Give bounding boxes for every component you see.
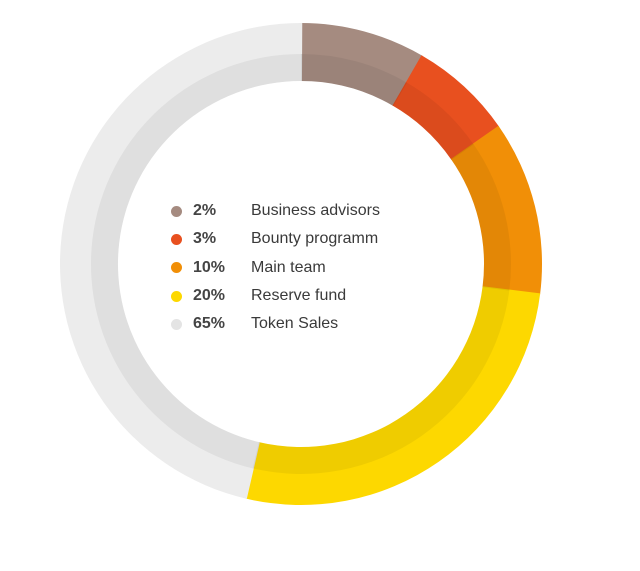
legend-percent: 65% <box>193 315 226 333</box>
donut-slice-business-advisors <box>301 22 423 106</box>
donut-slice-reserve-fund <box>245 286 541 506</box>
donut-slice-shade-business-advisors <box>301 54 407 106</box>
legend-swatch <box>171 205 182 217</box>
donut-slice-shade-token-sales <box>90 53 303 469</box>
legend-swatch <box>171 233 182 245</box>
legend-percent: 10% <box>193 258 226 276</box>
inner-ring-shade <box>90 53 512 475</box>
legend-percent: 3% <box>193 230 217 248</box>
donut-slice-shade-bounty-programm <box>392 82 474 160</box>
donut-slice-shade-reserve-fund <box>252 286 510 475</box>
legend-label: Bounty programm <box>251 230 379 248</box>
donut-slice-main-team <box>450 125 543 295</box>
legend-item-main-team: 10% Main team <box>171 254 431 282</box>
legend-label: Token Sales <box>251 315 339 333</box>
legend-swatch <box>171 262 182 274</box>
donut-slice-shade-main-team <box>450 143 512 291</box>
legend-label: Reserve fund <box>251 287 347 305</box>
legend-item-business-advisors: 2% Business advisors <box>171 197 431 225</box>
legend-label: Main team <box>251 258 326 276</box>
donut-slice-bounty-programm <box>392 55 500 160</box>
legend-swatch <box>171 290 182 302</box>
legend-percent: 20% <box>193 287 226 305</box>
outer-ring <box>60 22 543 506</box>
legend-percent: 2% <box>193 202 217 220</box>
legend-item-reserve-fund: 20% Reserve fund <box>171 282 431 310</box>
legend-label: Business advisors <box>251 202 380 220</box>
legend-item-token-sales: 65% Token Sales <box>171 310 431 338</box>
donut-slice-token-sales <box>60 22 303 499</box>
chart-legend: 2% Business advisors 3% Bounty programm … <box>171 197 431 338</box>
legend-swatch <box>171 318 182 330</box>
legend-item-bounty-programm: 3% Bounty programm <box>171 225 431 253</box>
